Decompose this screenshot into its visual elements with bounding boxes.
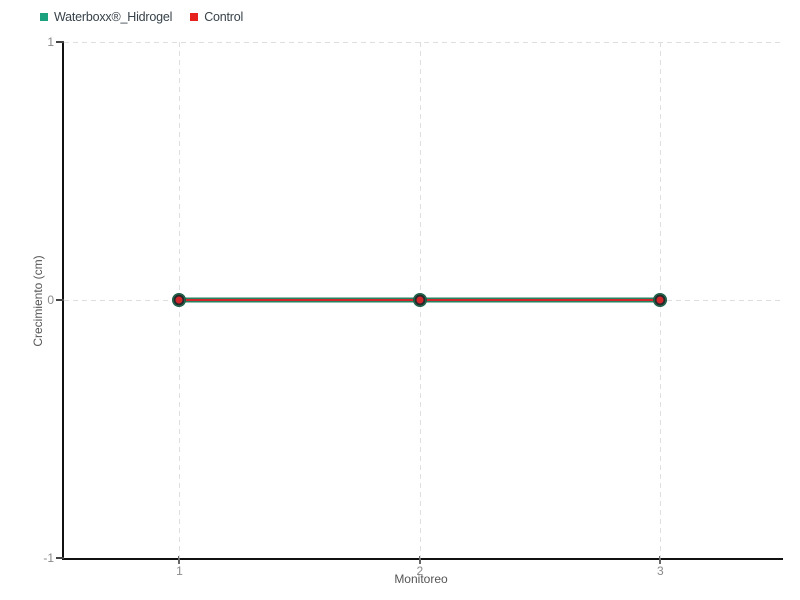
y-axis-title: Crecimiento (cm) <box>31 255 45 347</box>
legend-item-waterboxx[interactable]: Waterboxx®_Hidrogel <box>40 10 172 24</box>
plot-area: 1 0 -1 1 2 3 <box>43 35 783 578</box>
data-point-control-1 <box>173 294 185 306</box>
x-axis-title: Monitoreo <box>394 572 448 586</box>
data-point-control-3 <box>654 294 666 306</box>
legend-label-control: Control <box>204 10 244 24</box>
x-tick-label: 3 <box>657 564 664 578</box>
x-tick-mark <box>659 556 662 564</box>
y-tick-label: -1 <box>43 551 54 565</box>
x-tick-label: 1 <box>176 564 183 578</box>
x-tick-label: 2 <box>416 564 424 578</box>
y-tick-label: 1 <box>47 35 54 49</box>
y-gridline <box>64 42 783 43</box>
control-series-swatch <box>190 13 199 21</box>
legend-label-waterboxx: Waterboxx®_Hidrogel <box>54 10 173 24</box>
y-tick-mark <box>56 41 64 43</box>
y-tick-mark <box>56 557 64 559</box>
y-tick-label: 0 <box>47 293 54 307</box>
x-tick-mark <box>178 556 181 564</box>
x-tick-mark <box>418 556 421 564</box>
waterboxx-series-swatch <box>40 13 48 21</box>
data-point-control-2 <box>414 294 426 306</box>
legend-item-control[interactable]: Control <box>190 10 243 24</box>
chart-legend: Waterboxx®_Hidrogel Control <box>40 10 243 24</box>
y-tick-mark <box>56 299 64 301</box>
